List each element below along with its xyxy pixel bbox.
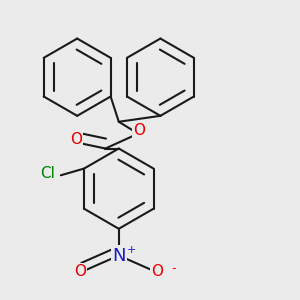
Text: N: N — [112, 247, 125, 265]
Text: O: O — [70, 132, 82, 147]
Text: -: - — [171, 262, 175, 275]
Text: Cl: Cl — [40, 166, 55, 181]
Text: O: O — [134, 123, 146, 138]
Text: +: + — [127, 245, 136, 255]
Text: O: O — [74, 264, 86, 279]
Text: O: O — [152, 264, 164, 279]
